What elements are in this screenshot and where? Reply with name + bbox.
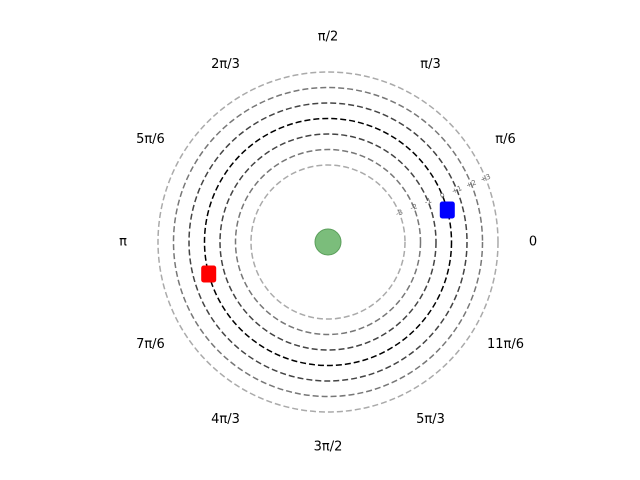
ring-label: 0 <box>439 191 446 200</box>
angle-label: 2π/3 <box>211 57 240 72</box>
red-marker <box>202 266 216 282</box>
ring-label: -3 <box>395 208 404 218</box>
angle-label: 5π/3 <box>416 412 445 427</box>
ring-label: -1 <box>423 197 432 207</box>
angle-label: π/3 <box>420 57 440 72</box>
angle-label: π/2 <box>318 30 338 45</box>
ring-label: +1 <box>451 184 464 195</box>
angle-label: π <box>119 235 127 250</box>
center-layer <box>315 229 341 255</box>
angle-label: 0 <box>529 235 537 250</box>
angle-label: 11π/6 <box>487 337 524 352</box>
angle-label: 5π/6 <box>136 132 165 147</box>
ring-label: +2 <box>465 178 478 189</box>
blue-marker <box>440 202 454 218</box>
angle-label: 7π/6 <box>136 337 165 352</box>
angle-label: π/6 <box>495 132 515 147</box>
ring-label: +3 <box>479 173 492 184</box>
angle-label: 3π/2 <box>314 440 343 455</box>
ring-label: -2 <box>409 202 418 212</box>
center-dot <box>315 229 341 255</box>
angle-label: 4π/3 <box>211 412 240 427</box>
